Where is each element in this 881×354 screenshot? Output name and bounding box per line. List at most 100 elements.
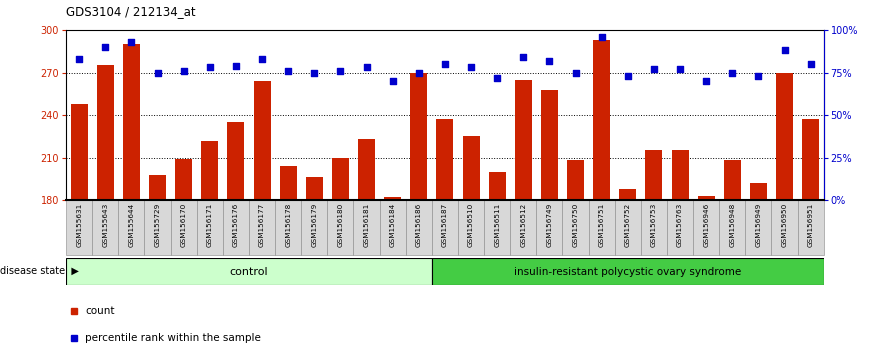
- Bar: [772, 200, 797, 255]
- Point: [359, 65, 374, 70]
- Text: GSM156184: GSM156184: [389, 203, 396, 247]
- Point: [725, 70, 739, 75]
- Bar: [353, 200, 380, 255]
- Bar: [384, 197, 401, 200]
- Bar: [615, 200, 640, 255]
- Bar: [724, 160, 741, 200]
- Bar: [776, 73, 793, 200]
- Text: percentile rank within the sample: percentile rank within the sample: [85, 333, 261, 343]
- Text: GSM155729: GSM155729: [154, 203, 160, 247]
- Text: GSM156949: GSM156949: [755, 203, 761, 247]
- Text: GSM156177: GSM156177: [259, 203, 265, 247]
- Text: GSM156946: GSM156946: [703, 203, 709, 247]
- Text: GSM156187: GSM156187: [442, 203, 448, 247]
- Text: insulin-resistant polycystic ovary syndrome: insulin-resistant polycystic ovary syndr…: [515, 267, 742, 277]
- Bar: [803, 119, 819, 200]
- Bar: [646, 150, 663, 200]
- Bar: [458, 200, 484, 255]
- Point: [124, 39, 138, 45]
- Bar: [541, 90, 558, 200]
- Text: GSM155643: GSM155643: [102, 203, 108, 247]
- Bar: [122, 44, 140, 200]
- Bar: [66, 258, 432, 285]
- Bar: [719, 200, 745, 255]
- Text: GSM156179: GSM156179: [311, 203, 317, 247]
- Text: control: control: [230, 267, 269, 277]
- Text: GSM155644: GSM155644: [129, 203, 135, 247]
- Text: GSM156951: GSM156951: [808, 203, 814, 247]
- Text: GSM156750: GSM156750: [573, 203, 579, 247]
- Text: GSM156176: GSM156176: [233, 203, 239, 247]
- Text: GSM156763: GSM156763: [677, 203, 683, 247]
- Point: [595, 34, 609, 40]
- Bar: [489, 172, 506, 200]
- Bar: [432, 258, 824, 285]
- Point: [647, 66, 661, 72]
- Bar: [275, 200, 301, 255]
- Bar: [432, 200, 458, 255]
- Bar: [332, 158, 349, 200]
- Point: [803, 61, 818, 67]
- Point: [229, 63, 243, 69]
- Bar: [301, 200, 328, 255]
- Bar: [593, 40, 611, 200]
- Bar: [797, 200, 824, 255]
- Text: GSM156753: GSM156753: [651, 203, 657, 247]
- Bar: [171, 200, 196, 255]
- Point: [307, 70, 322, 75]
- Bar: [380, 200, 406, 255]
- Bar: [201, 141, 218, 200]
- Bar: [667, 200, 693, 255]
- Text: GSM155631: GSM155631: [76, 203, 82, 247]
- Point: [464, 65, 478, 70]
- Text: GSM156950: GSM156950: [781, 203, 788, 247]
- Point: [203, 65, 217, 70]
- Bar: [223, 200, 249, 255]
- Bar: [463, 136, 479, 200]
- Text: GSM156180: GSM156180: [337, 203, 344, 247]
- Bar: [118, 200, 144, 255]
- Bar: [406, 200, 432, 255]
- Text: GSM156510: GSM156510: [468, 203, 474, 247]
- Point: [490, 75, 504, 80]
- Point: [255, 56, 269, 62]
- Text: GSM156751: GSM156751: [599, 203, 604, 247]
- Bar: [93, 200, 118, 255]
- Point: [281, 68, 295, 74]
- Bar: [589, 200, 615, 255]
- Bar: [484, 200, 510, 255]
- Bar: [149, 175, 166, 200]
- Point: [151, 70, 165, 75]
- Point: [778, 48, 792, 53]
- Bar: [144, 200, 171, 255]
- Point: [543, 58, 557, 63]
- Text: GSM156170: GSM156170: [181, 203, 187, 247]
- Bar: [671, 150, 689, 200]
- Point: [751, 73, 766, 79]
- Point: [72, 56, 86, 62]
- Text: GSM156181: GSM156181: [364, 203, 369, 247]
- Bar: [328, 200, 353, 255]
- Text: GSM156511: GSM156511: [494, 203, 500, 247]
- Bar: [515, 80, 532, 200]
- Bar: [562, 200, 589, 255]
- Text: disease state  ▶: disease state ▶: [0, 266, 79, 276]
- Text: GSM156186: GSM156186: [416, 203, 422, 247]
- Point: [673, 66, 687, 72]
- Bar: [698, 196, 714, 200]
- Text: count: count: [85, 307, 115, 316]
- Bar: [411, 73, 427, 200]
- Bar: [436, 119, 454, 200]
- Bar: [66, 200, 93, 255]
- Bar: [249, 200, 275, 255]
- Point: [700, 78, 714, 84]
- Point: [98, 44, 112, 50]
- Text: GSM156749: GSM156749: [546, 203, 552, 247]
- Point: [411, 70, 426, 75]
- Point: [438, 61, 452, 67]
- Bar: [97, 65, 114, 200]
- Bar: [279, 166, 297, 200]
- Bar: [640, 200, 667, 255]
- Bar: [693, 200, 719, 255]
- Text: GDS3104 / 212134_at: GDS3104 / 212134_at: [66, 5, 196, 18]
